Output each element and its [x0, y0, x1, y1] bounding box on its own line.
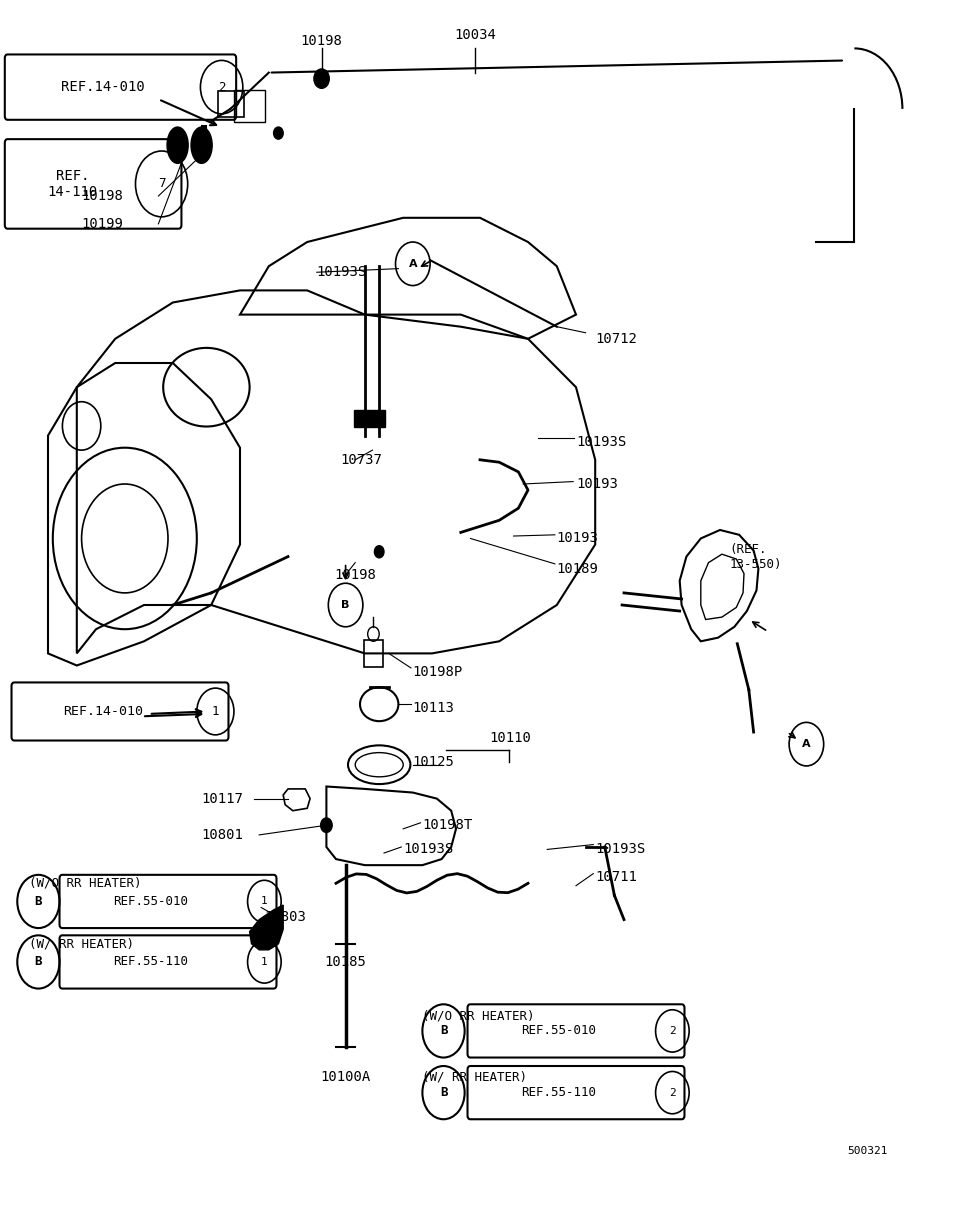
FancyBboxPatch shape [354, 410, 385, 427]
Text: 10185: 10185 [324, 955, 367, 969]
Text: (W/O RR HEATER): (W/O RR HEATER) [29, 877, 141, 889]
Text: REF.55-110: REF.55-110 [113, 956, 188, 968]
Text: 10189: 10189 [557, 561, 599, 576]
Text: 10193S: 10193S [595, 842, 645, 857]
Text: 10193S: 10193S [403, 842, 453, 857]
Text: 10125: 10125 [413, 755, 455, 770]
Circle shape [374, 546, 384, 558]
Text: 500321: 500321 [848, 1146, 888, 1156]
Circle shape [274, 127, 283, 139]
Text: 10193S: 10193S [576, 434, 626, 449]
Text: B: B [440, 1087, 447, 1099]
Text: REF.55-110: REF.55-110 [521, 1087, 596, 1099]
Ellipse shape [191, 127, 212, 163]
Text: 10100A: 10100A [321, 1070, 371, 1084]
Ellipse shape [167, 127, 188, 163]
Text: A: A [409, 259, 417, 269]
Text: REF.
14-110: REF. 14-110 [47, 169, 98, 198]
Text: 10198: 10198 [82, 189, 124, 203]
Text: (W/O RR HEATER): (W/O RR HEATER) [422, 1010, 535, 1022]
Text: 10198: 10198 [300, 34, 343, 48]
Text: 10199: 10199 [82, 217, 124, 231]
Text: 2: 2 [669, 1088, 676, 1097]
Text: (W/ RR HEATER): (W/ RR HEATER) [422, 1071, 527, 1083]
Text: 10193S: 10193S [317, 265, 367, 280]
Text: 10198T: 10198T [422, 818, 472, 832]
Text: B: B [35, 956, 42, 968]
Text: 1: 1 [261, 897, 268, 906]
Circle shape [321, 818, 332, 832]
Text: 10712: 10712 [595, 332, 637, 346]
Polygon shape [250, 905, 283, 950]
Text: 10198P: 10198P [413, 664, 463, 679]
Text: 10110: 10110 [490, 731, 532, 745]
Text: 1: 1 [261, 957, 268, 967]
Text: 1: 1 [211, 705, 219, 718]
Text: A: A [803, 739, 810, 749]
Text: 7: 7 [157, 178, 165, 190]
Text: 10801: 10801 [202, 828, 244, 842]
Text: 2: 2 [669, 1026, 676, 1036]
Text: REF.55-010: REF.55-010 [521, 1025, 596, 1037]
Text: (W/ RR HEATER): (W/ RR HEATER) [29, 938, 133, 950]
Text: REF.14-010: REF.14-010 [60, 80, 144, 94]
Text: REF.55-010: REF.55-010 [113, 895, 188, 908]
Text: 10193: 10193 [576, 477, 618, 491]
Text: 10117: 10117 [202, 791, 244, 806]
Text: 10803: 10803 [264, 910, 306, 924]
Text: 10193: 10193 [557, 531, 599, 546]
Text: (REF.
13-550): (REF. 13-550) [730, 542, 782, 571]
Text: 10737: 10737 [341, 453, 383, 467]
Circle shape [314, 69, 329, 88]
Text: 10711: 10711 [595, 870, 637, 885]
Text: 10034: 10034 [454, 28, 496, 42]
Text: B: B [342, 600, 349, 610]
Text: REF.14-010: REF.14-010 [63, 705, 143, 718]
Text: 2: 2 [218, 81, 226, 93]
Text: B: B [440, 1025, 447, 1037]
Text: 10113: 10113 [413, 701, 455, 715]
Text: 10198: 10198 [334, 567, 376, 582]
Text: B: B [35, 895, 42, 908]
